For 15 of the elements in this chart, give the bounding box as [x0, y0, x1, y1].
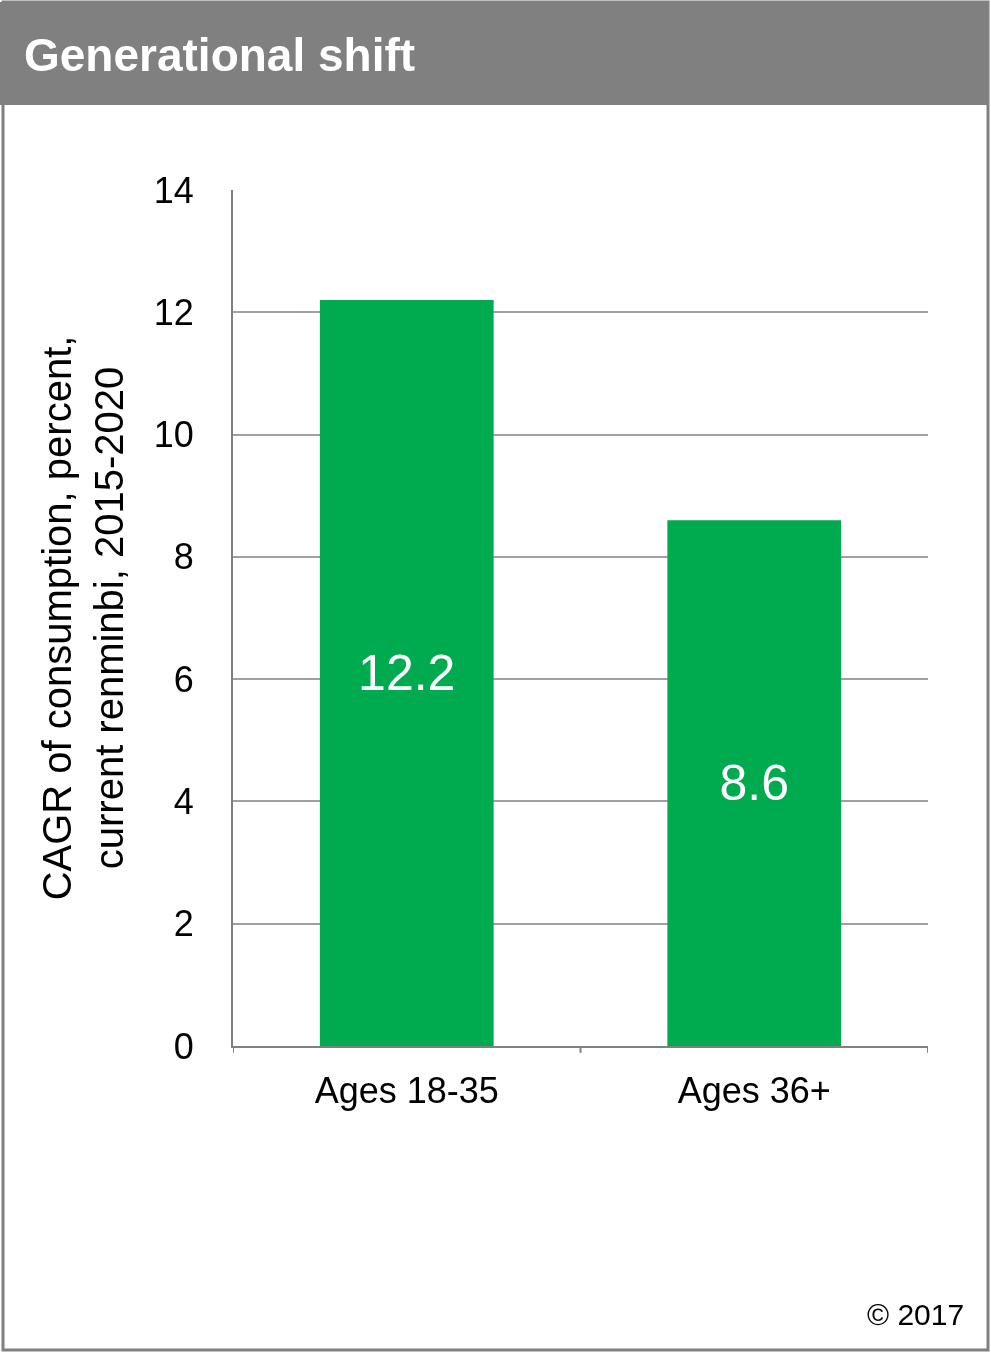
text: © 2017 — [867, 1298, 965, 1331]
y-tick-label: 4 — [173, 781, 194, 823]
x-tick-label: Ages 36+ — [677, 1070, 831, 1112]
y-tick-label: 6 — [173, 658, 194, 700]
x-tick-label: Ages 18-35 — [314, 1070, 499, 1112]
y-tick-label: 10 — [153, 414, 194, 456]
y-tick-label: 0 — [173, 1025, 194, 1067]
chart-title: Generational shift — [24, 29, 416, 82]
y-tick-label: 8 — [173, 536, 194, 578]
y-tick-label: 12 — [153, 291, 194, 333]
y-axis-title: CAGR of consumption, percent, current renminbi, 2015-2020 — [34, 335, 131, 901]
data-label: 12.2 — [358, 645, 456, 702]
y-tick-label: 14 — [153, 169, 194, 211]
y-tick-label: 2 — [173, 903, 194, 945]
data-label: 8.6 — [719, 755, 790, 812]
